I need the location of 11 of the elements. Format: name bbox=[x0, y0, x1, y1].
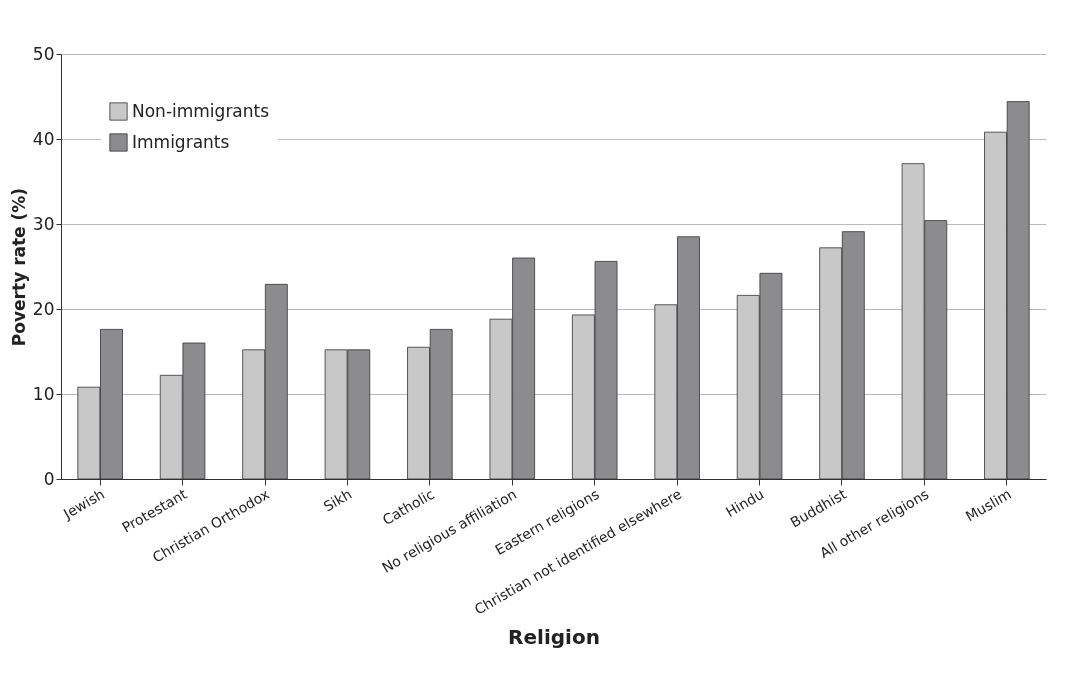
y-tick-label: 30 bbox=[32, 213, 55, 234]
y-tick-label: 0 bbox=[43, 468, 55, 489]
y-tick-label: 10 bbox=[32, 383, 55, 404]
y-tick-label: 20 bbox=[32, 298, 55, 319]
x-tick-label: Sikh bbox=[320, 485, 355, 515]
legend-label: Non-immigrants bbox=[132, 100, 270, 121]
y-tick-label: 40 bbox=[32, 128, 55, 149]
y-axis-title: Poverty rate (%) bbox=[8, 187, 29, 347]
x-axis-title: Religion bbox=[508, 624, 600, 649]
y-tick-label: 50 bbox=[32, 43, 55, 64]
legend-label: Immigrants bbox=[132, 131, 230, 152]
